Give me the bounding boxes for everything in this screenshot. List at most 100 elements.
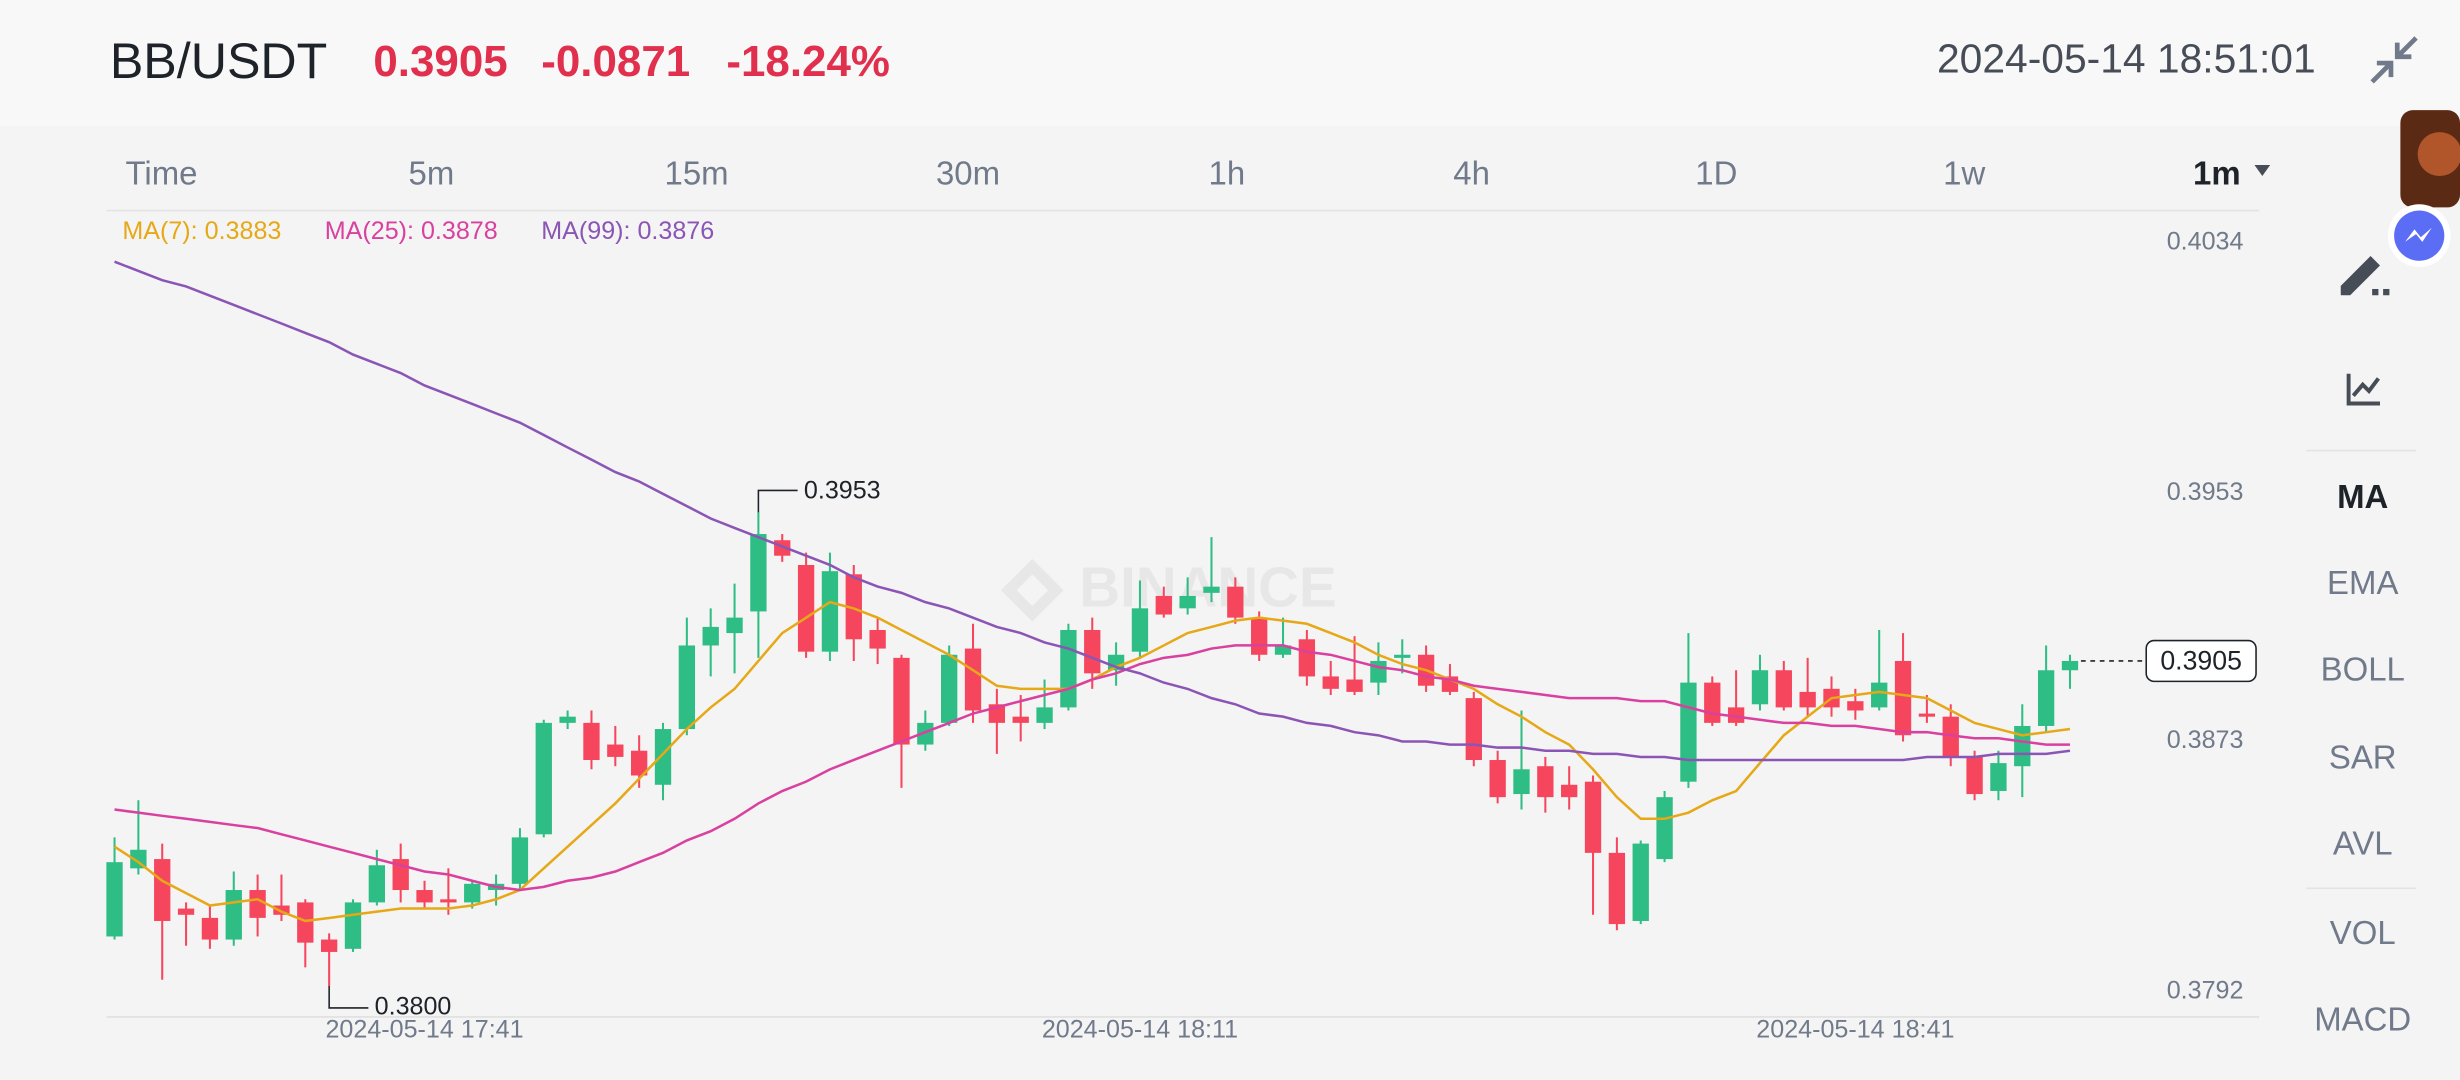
legend-entry: MA(7): 0.3883	[122, 217, 281, 245]
candle-body	[2037, 670, 2055, 726]
interval-tab[interactable]: 4h	[1453, 155, 1490, 192]
indicator-button[interactable]: MACD	[2314, 1000, 2411, 1037]
candle-body	[821, 571, 839, 652]
ma-line	[114, 260, 2071, 762]
candle-body	[1680, 682, 1697, 782]
pen-icon	[2340, 256, 2380, 296]
candle-body	[559, 716, 576, 723]
avatar-detail	[2417, 132, 2460, 177]
candle-body	[368, 865, 386, 903]
dropdown-caret	[2254, 165, 2271, 177]
candle-body	[1227, 586, 1244, 618]
candle-body	[1322, 676, 1339, 689]
candle-body	[1751, 670, 1769, 705]
candle-body	[2061, 660, 2079, 671]
candle-body	[869, 629, 886, 649]
candle-body	[273, 905, 290, 915]
candle-body	[1990, 763, 2007, 791]
candle-body	[1632, 843, 1649, 921]
candle-body	[917, 722, 934, 745]
icon-arrow	[2394, 36, 2418, 60]
candle-body	[2014, 725, 2031, 767]
candle-body	[1465, 698, 1482, 761]
y-tick-label: 0.3953	[2167, 478, 2244, 506]
candle-body	[702, 626, 719, 646]
interval-tab[interactable]: 1D	[1695, 155, 1737, 192]
indicator-button[interactable]: SAR	[2329, 738, 2397, 775]
candle-body	[1489, 760, 1506, 798]
x-tick-label: 2024-05-14 18:41	[1756, 1016, 1954, 1044]
candle-body	[1704, 682, 1721, 723]
candle-body	[511, 837, 529, 884]
last-price-label: 0.3905	[2160, 646, 2242, 676]
messenger-bubble[interactable]	[2387, 204, 2451, 268]
indicator-button[interactable]: BOLL	[2321, 650, 2405, 687]
indicator-button[interactable]: MA	[2337, 478, 2388, 515]
candle-body	[1847, 701, 1864, 711]
candle-body	[416, 890, 433, 903]
legend-entry: MA(25): 0.3878	[325, 217, 498, 245]
low-marker-line	[328, 985, 369, 1009]
candle-body	[1537, 766, 1554, 798]
candle-body	[893, 657, 910, 745]
pen-dot	[2383, 288, 2390, 296]
indicator-tool-icon[interactable]	[2346, 373, 2380, 406]
candle-body	[1131, 608, 1149, 652]
candle-body	[750, 534, 767, 612]
candle-body	[154, 859, 171, 921]
candle-body	[344, 902, 362, 949]
bubble-glyph	[2405, 227, 2432, 242]
candle-body	[607, 744, 624, 757]
pair-title: BB/USDT	[110, 33, 328, 89]
candle-body	[297, 902, 314, 943]
last-price: 0.3905	[373, 37, 507, 86]
indicator-button[interactable]: AVL	[2333, 825, 2393, 862]
indicator-button[interactable]: VOL	[2330, 914, 2396, 951]
y-tick-label: 0.3792	[2167, 977, 2244, 1005]
candle-body	[225, 890, 242, 940]
candle-body	[964, 648, 982, 711]
x-tick-label: 2024-05-14 17:41	[325, 1016, 523, 1044]
candle-body	[1251, 617, 1268, 655]
ma-line	[114, 644, 2070, 892]
candle-body	[1775, 670, 1792, 708]
candle-body	[1084, 629, 1101, 674]
candle-body	[1298, 639, 1316, 677]
interval-tab[interactable]: 1m	[2193, 155, 2241, 192]
candle-body	[1060, 629, 1077, 708]
candle-body	[177, 908, 195, 915]
interval-tab[interactable]: 1h	[1209, 155, 1246, 192]
candle-body	[1036, 707, 1053, 723]
candle-body	[1608, 852, 1626, 925]
candle-body	[1584, 781, 1602, 853]
candle-body	[201, 917, 219, 940]
candle-body	[583, 722, 600, 761]
price-change-pct: -18.24%	[726, 37, 890, 86]
low-marker-label: 0.3800	[375, 993, 452, 1021]
candle-body	[845, 574, 862, 640]
candle-body	[941, 654, 958, 723]
legend-entry: MA(99): 0.3876	[541, 217, 714, 245]
interval-tab[interactable]: 1w	[1943, 155, 1985, 192]
interval-tab[interactable]: 5m	[409, 155, 455, 192]
y-tick-label: 0.4034	[2167, 227, 2244, 255]
high-marker-line	[757, 489, 798, 513]
x-tick-label: 2024-05-14 18:11	[1042, 1016, 1238, 1044]
candle-body	[1394, 654, 1411, 658]
exit-fullscreen-icon[interactable]	[2370, 36, 2418, 84]
candle-body	[726, 617, 743, 634]
avatar[interactable]	[2400, 110, 2460, 208]
interval-tab[interactable]: 30m	[936, 155, 1000, 192]
interval-tab[interactable]: 15m	[665, 155, 729, 192]
top-bar	[0, 0, 2460, 126]
candle-body	[1203, 586, 1220, 593]
candle-body	[440, 899, 457, 903]
interval-tab[interactable]: Time	[126, 155, 198, 192]
indicator-button[interactable]: EMA	[2327, 564, 2398, 601]
watermark: BINANCE	[1000, 556, 1337, 622]
draw-tool-icon[interactable]	[2340, 256, 2390, 296]
candle-body	[631, 750, 648, 776]
timestamp: 2024-05-14 18:51:01	[1937, 35, 2316, 81]
candle-body	[1966, 756, 1983, 795]
